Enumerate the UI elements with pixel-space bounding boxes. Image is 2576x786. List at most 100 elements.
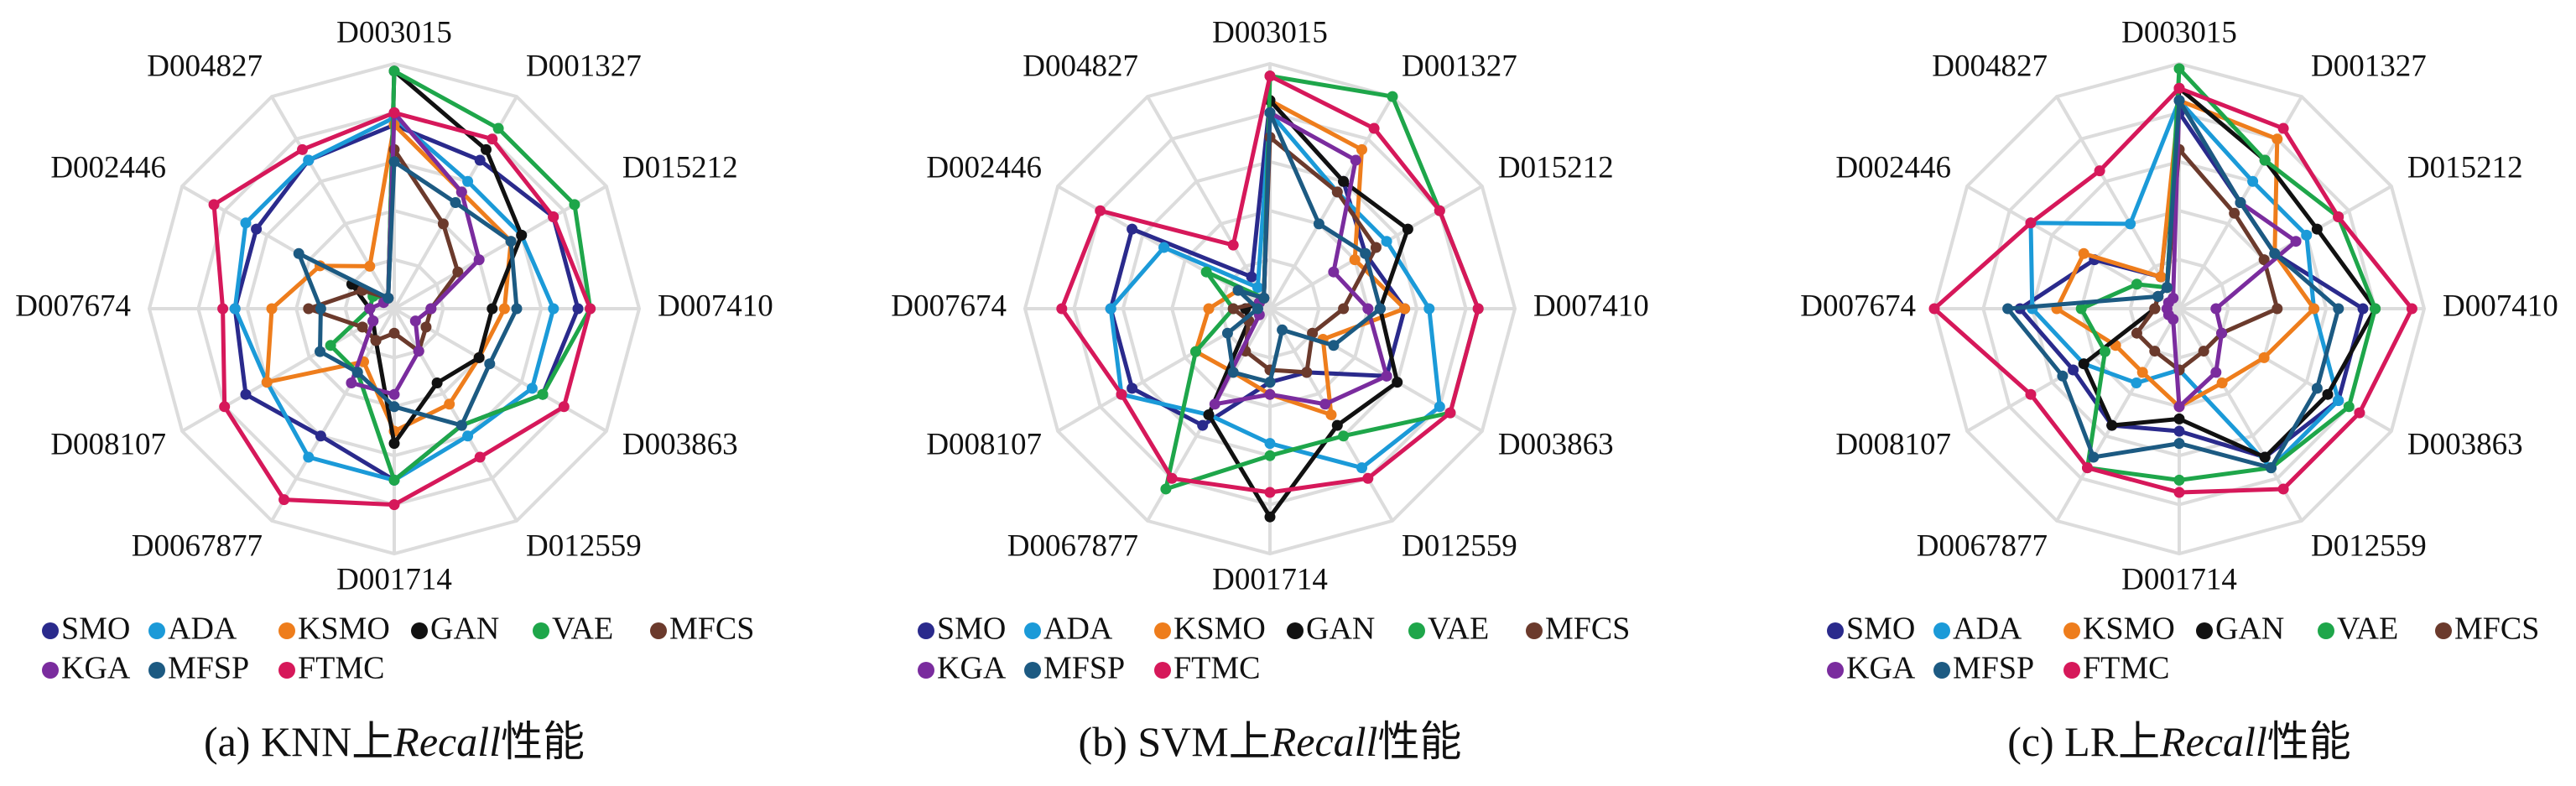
caption: (a) KNN上Recall性能 xyxy=(204,718,585,765)
data-point xyxy=(1264,70,1276,82)
legend-marker xyxy=(411,622,428,639)
spoke xyxy=(2178,185,2392,310)
data-point xyxy=(2235,197,2246,209)
caption-part: 性能 xyxy=(501,718,585,765)
axis-label: D002446 xyxy=(50,150,166,185)
data-point xyxy=(315,303,326,315)
legend-label: FTMC xyxy=(1174,651,1260,686)
data-point xyxy=(455,186,467,198)
data-point xyxy=(1331,419,1343,431)
data-point xyxy=(511,303,523,315)
legend-marker xyxy=(42,662,59,679)
caption-part: 性能 xyxy=(1377,718,1461,765)
data-point xyxy=(492,122,504,134)
data-point xyxy=(1381,236,1392,247)
legend-marker xyxy=(1408,622,1425,639)
data-point xyxy=(2131,278,2142,290)
data-point xyxy=(2068,364,2079,376)
legend-label: MFSP xyxy=(1953,651,2034,686)
axis-label: D004827 xyxy=(1023,49,1138,84)
legend-label: SMO xyxy=(937,612,1006,647)
data-point xyxy=(1928,303,1940,315)
data-point xyxy=(548,303,559,315)
data-point xyxy=(585,303,596,315)
data-point xyxy=(2131,327,2142,339)
axis-label: D004827 xyxy=(1932,49,2048,84)
data-point xyxy=(2259,451,2271,463)
data-point xyxy=(505,236,517,247)
legend-label: MFSP xyxy=(1043,651,1125,686)
data-point xyxy=(1374,303,1386,315)
data-point xyxy=(1264,450,1276,461)
legend-label: MFCS xyxy=(2454,612,2539,647)
legend-marker xyxy=(1024,622,1041,639)
data-point xyxy=(1166,472,1178,484)
data-point xyxy=(388,388,400,400)
data-point xyxy=(2343,401,2355,413)
data-point xyxy=(2173,63,2185,75)
spoke xyxy=(270,96,396,310)
data-point xyxy=(1258,292,1270,304)
legend-label: MFCS xyxy=(669,612,754,647)
data-point xyxy=(2078,358,2089,370)
data-point xyxy=(315,430,326,442)
axis-label: D001714 xyxy=(2121,562,2237,596)
data-point xyxy=(367,315,379,327)
data-point xyxy=(388,474,400,486)
data-point xyxy=(1328,266,1340,278)
axis-label: D001714 xyxy=(336,562,452,596)
data-point xyxy=(2173,438,2185,450)
legend-label: ADA xyxy=(168,612,237,647)
data-point xyxy=(1338,175,1350,187)
data-point xyxy=(364,303,376,315)
data-point xyxy=(388,327,400,339)
data-point xyxy=(450,197,461,209)
axis-label: D0067877 xyxy=(132,528,263,563)
data-point xyxy=(1392,377,1403,388)
data-point xyxy=(1328,340,1340,351)
legend-label: KGA xyxy=(61,651,131,686)
data-point xyxy=(2167,292,2179,304)
data-point xyxy=(455,419,467,431)
spoke xyxy=(393,307,518,522)
legend-marker xyxy=(1024,662,1041,679)
data-point xyxy=(1338,430,1350,442)
data-point xyxy=(1056,303,1068,315)
data-point xyxy=(1116,388,1127,400)
caption-part: (b) SVM上 xyxy=(1079,718,1271,765)
data-point xyxy=(297,143,308,155)
data-point xyxy=(2322,388,2334,400)
data-point xyxy=(437,218,449,230)
data-point xyxy=(1356,462,1367,474)
data-point xyxy=(2136,367,2148,378)
data-point xyxy=(2078,247,2089,259)
data-point xyxy=(2161,282,2173,294)
axis-label: D003015 xyxy=(336,15,452,49)
data-point xyxy=(2088,451,2100,463)
data-point xyxy=(2173,474,2185,486)
data-point xyxy=(2258,351,2270,363)
axis-label: D007410 xyxy=(2443,289,2558,323)
data-point xyxy=(303,303,315,315)
spoke xyxy=(1966,185,2181,310)
data-point xyxy=(217,303,229,315)
axis-label: D003863 xyxy=(1498,427,1614,461)
data-point xyxy=(2354,407,2365,419)
data-point xyxy=(1325,409,1337,420)
data-point xyxy=(388,65,400,77)
data-point xyxy=(2149,346,2161,357)
legend-marker xyxy=(1287,622,1304,639)
caption-part: Recall xyxy=(1270,718,1378,765)
data-point xyxy=(487,133,498,145)
data-point xyxy=(2025,388,2037,400)
data-point xyxy=(1362,472,1374,484)
data-point xyxy=(370,335,382,346)
data-point xyxy=(1127,383,1138,394)
axis-label: D001327 xyxy=(2311,49,2427,84)
axis-label: D003863 xyxy=(622,427,738,461)
data-point xyxy=(388,438,400,450)
legend-label: ADA xyxy=(1953,612,2022,647)
data-point xyxy=(1362,303,1374,315)
